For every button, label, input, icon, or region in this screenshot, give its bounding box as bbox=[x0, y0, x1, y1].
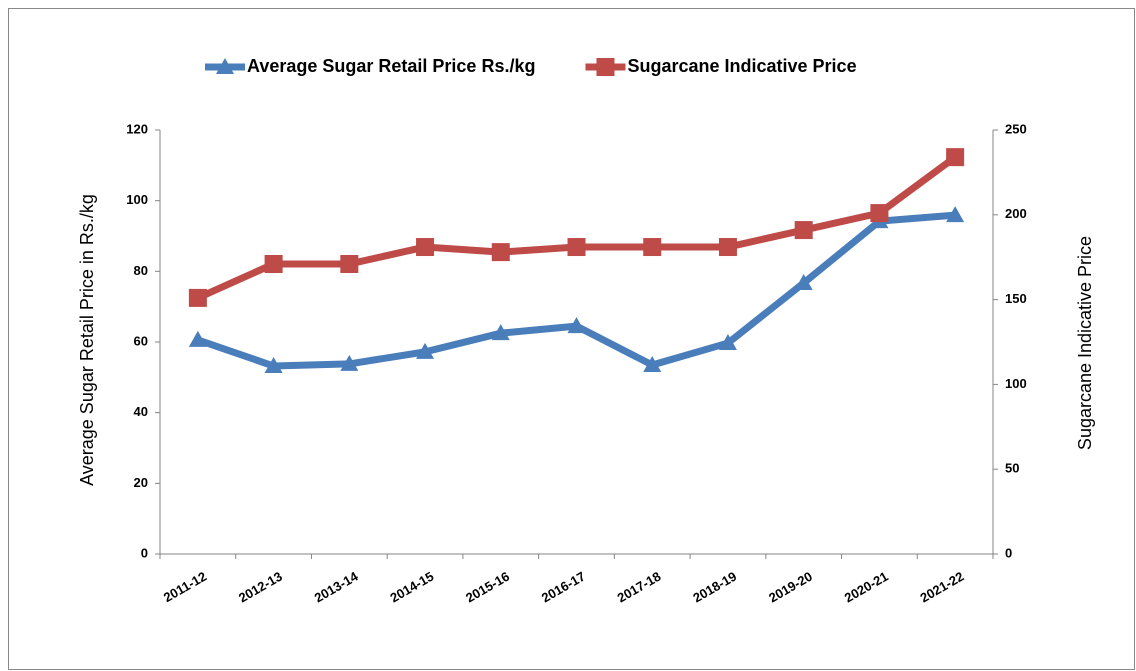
y-tick-label: 20 bbox=[134, 475, 148, 490]
y-tick-label: 0 bbox=[141, 545, 148, 560]
data-point bbox=[794, 221, 813, 240]
series-line bbox=[196, 154, 958, 302]
y2-tick-label: 50 bbox=[1005, 461, 1019, 476]
x-tick-label: 2016-17 bbox=[539, 569, 588, 606]
x-tick-label: 2021-22 bbox=[918, 569, 967, 606]
data-point bbox=[946, 206, 965, 223]
x-tick-label: 2019-20 bbox=[766, 569, 815, 606]
y-tick-label: 100 bbox=[126, 192, 148, 207]
data-point bbox=[718, 238, 737, 257]
x-tick-label: 2012-13 bbox=[236, 569, 285, 606]
data-point bbox=[643, 355, 662, 372]
data-point bbox=[416, 342, 435, 359]
y2-tick-label: 250 bbox=[1005, 121, 1027, 136]
x-tick-label: 2015-16 bbox=[463, 569, 512, 606]
y2-tick-label: 0 bbox=[1005, 545, 1012, 560]
data-point bbox=[794, 273, 813, 290]
y2-tick-label: 100 bbox=[1005, 376, 1027, 391]
y-tick-label: 40 bbox=[134, 404, 148, 419]
data-point bbox=[718, 334, 737, 351]
x-tick-label: 2011-12 bbox=[161, 569, 209, 605]
y2-tick-label: 150 bbox=[1005, 291, 1027, 306]
data-point bbox=[491, 324, 510, 341]
data-point bbox=[340, 354, 359, 371]
legend-label: Average Sugar Retail Price Rs./kg bbox=[247, 56, 535, 76]
x-tick-label: 2014-15 bbox=[387, 569, 436, 606]
x-tick-label: 2013-14 bbox=[312, 568, 361, 605]
data-point bbox=[491, 243, 510, 262]
y-tick-label: 80 bbox=[134, 263, 148, 278]
data-point bbox=[188, 330, 207, 347]
y-axis-title: Average Sugar Retail Price in Rs./kg bbox=[77, 194, 97, 486]
legend-marker bbox=[216, 58, 234, 74]
y-tick-label: 60 bbox=[134, 333, 148, 348]
data-point bbox=[567, 317, 586, 334]
x-tick-label: 2020-21 bbox=[842, 569, 891, 606]
chart-border bbox=[8, 8, 1135, 670]
data-point bbox=[870, 204, 889, 223]
data-point bbox=[188, 288, 207, 307]
legend-marker bbox=[596, 58, 615, 76]
data-point bbox=[946, 148, 965, 167]
data-point bbox=[264, 357, 283, 374]
x-tick-label: 2017-18 bbox=[615, 569, 664, 606]
data-point bbox=[643, 238, 662, 257]
x-tick-label: 2018-19 bbox=[690, 569, 739, 606]
data-point bbox=[416, 238, 435, 257]
y2-tick-label: 200 bbox=[1005, 206, 1027, 221]
legend-label: Sugarcane Indicative Price bbox=[627, 56, 856, 76]
y2-axis-title: Sugarcane Indicative Price bbox=[1075, 236, 1095, 450]
series-line bbox=[196, 211, 956, 370]
data-point bbox=[340, 254, 359, 273]
y-tick-label: 120 bbox=[126, 121, 148, 136]
data-point bbox=[567, 238, 586, 257]
data-point bbox=[264, 254, 283, 273]
